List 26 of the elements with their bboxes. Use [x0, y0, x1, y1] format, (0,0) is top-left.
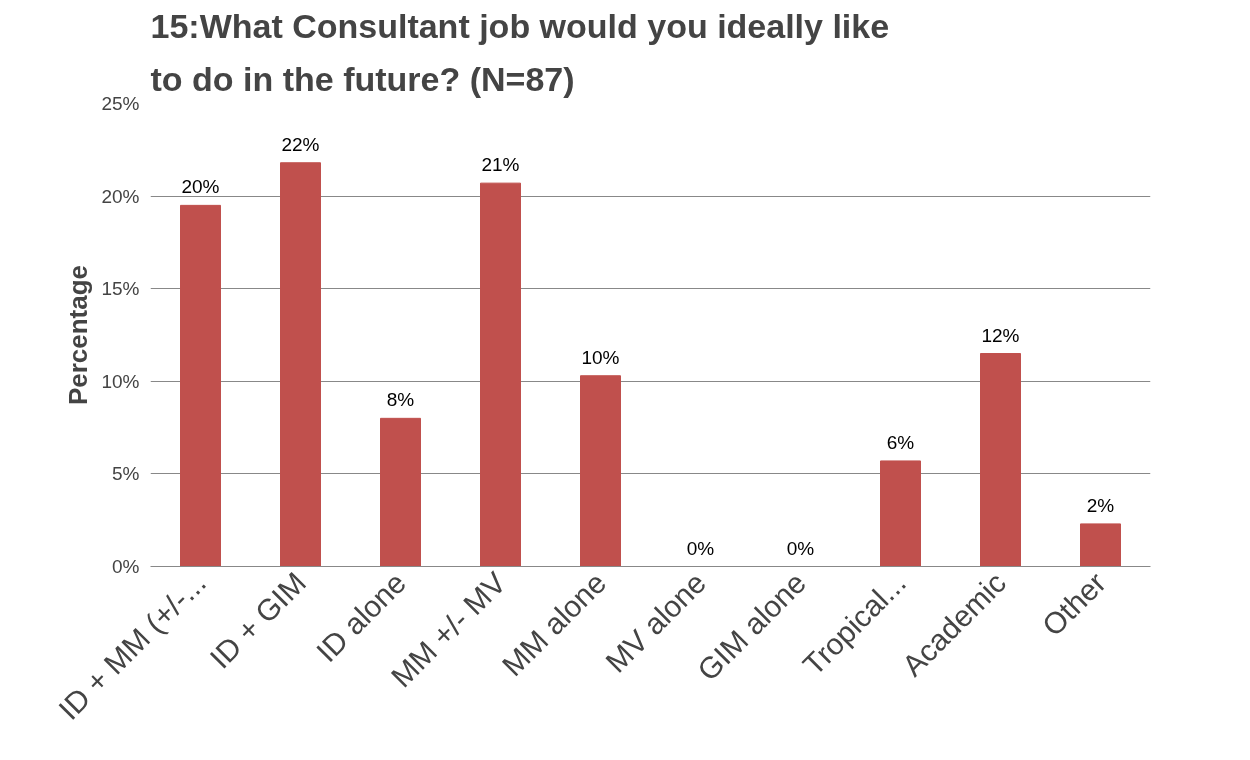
bar: [1080, 523, 1121, 567]
data-label: 22%: [281, 133, 320, 155]
data-label: 20%: [181, 176, 220, 198]
data-label: 0%: [686, 537, 715, 559]
bar: [880, 460, 921, 567]
y-tick-label: 10%: [101, 370, 140, 392]
y-tick-label: 15%: [101, 278, 140, 300]
y-tick-label: 5%: [112, 463, 140, 485]
bar: [480, 182, 521, 567]
data-label: 6%: [886, 431, 915, 453]
y-axis-title: Percentage: [63, 264, 94, 406]
y-tick-label: 0%: [112, 556, 140, 577]
y-tick-label: 25%: [101, 93, 140, 114]
bar: [380, 417, 421, 567]
data-label: 8%: [386, 389, 415, 411]
bar: [980, 353, 1021, 567]
y-tick-label: 20%: [101, 185, 140, 207]
data-label: 0%: [786, 537, 815, 559]
chart-title: 15:What Consultant job would you ideally like to do in the future? (N=87): [150, 7, 890, 99]
data-label: 2%: [1086, 494, 1115, 516]
bar: [280, 162, 321, 567]
data-label: 10%: [581, 346, 620, 368]
data-label: 21%: [481, 154, 520, 176]
bar: [580, 375, 621, 567]
bar: [180, 204, 221, 567]
data-label: 12%: [981, 324, 1020, 346]
